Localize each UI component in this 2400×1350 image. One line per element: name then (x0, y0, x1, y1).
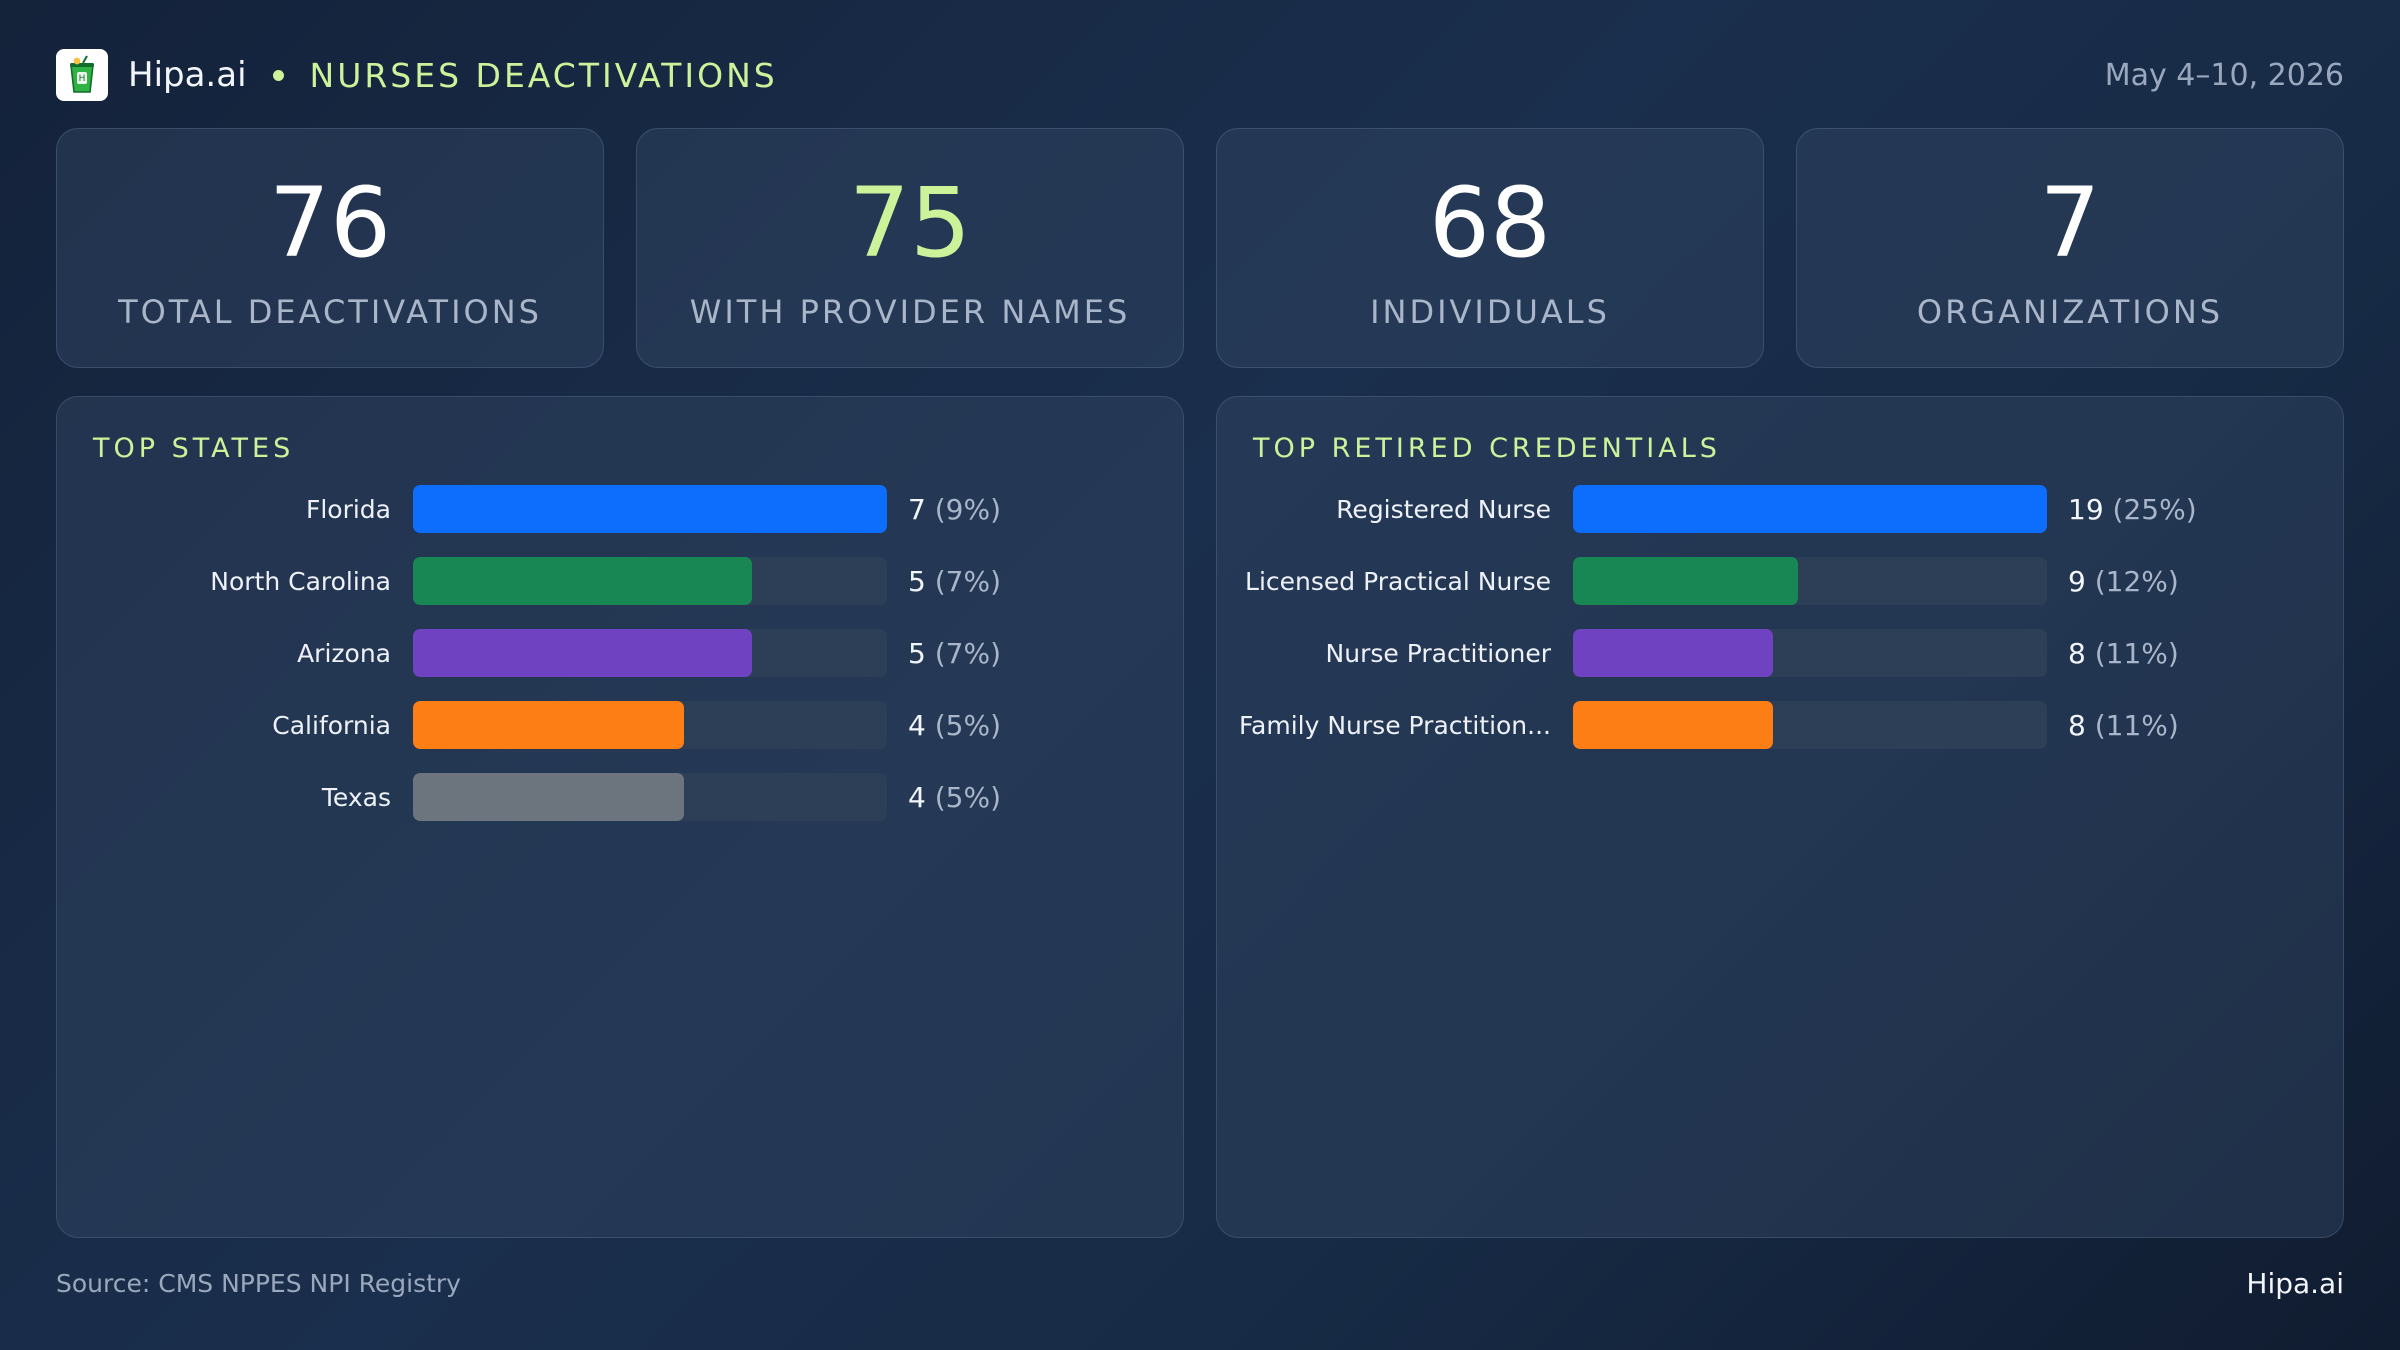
bar (1573, 701, 1773, 749)
bar-category-label: Licensed Practical Nurse (1245, 566, 1551, 596)
bar-track (413, 485, 887, 533)
drink-cup-icon: H (70, 55, 94, 93)
bar-track (413, 629, 887, 677)
stat-card-with-provider-names: 75 WITH PROVIDER NAMES (636, 128, 1184, 368)
footer-brand: Hipa.ai (2246, 1267, 2344, 1300)
bar-row: Family Nurse Practition... 8 (11%) (1217, 701, 2343, 749)
stat-value: 75 (848, 167, 972, 279)
bar-percent: (5%) (934, 708, 1002, 742)
bar-track (413, 773, 887, 821)
top-credentials-chart: Registered Nurse 19 (25%) Licensed Practic… (1217, 485, 2343, 773)
bar-category-label: Nurse Practitioner (1325, 638, 1551, 668)
app-logo: H (56, 49, 108, 101)
bar-track (413, 557, 887, 605)
bar-value: 4 (908, 708, 926, 742)
chart-panels: TOP STATES Florida 7 (9%) North Carolina 5 … (56, 396, 2344, 1238)
title-separator-dot (272, 69, 284, 81)
bar-category-label: Family Nurse Practition... (1238, 710, 1551, 740)
bar-category-label: California (272, 710, 391, 740)
stat-card-organizations: 7 ORGANIZATIONS (1796, 128, 2344, 368)
bar-value-label: 5 (7%) (908, 565, 1001, 598)
panel-title: TOP RETIRED CREDENTIALS (1253, 433, 1721, 464)
svg-text:H: H (79, 74, 86, 84)
bar (413, 485, 887, 533)
header: H Hipa.ai NURSES DEACTIVATIONS May 4–10,… (56, 48, 2344, 102)
stat-label: INDIVIDUALS (1370, 293, 1610, 331)
bar-category-label: Texas (321, 782, 391, 812)
bar-value: 5 (908, 564, 926, 598)
stat-value: 7 (2039, 167, 2101, 279)
bar-row: Florida 7 (9%) (57, 485, 1183, 533)
bar-row: Nurse Practitioner 8 (11%) (1217, 629, 2343, 677)
bar (1573, 557, 1798, 605)
bar-track (1573, 701, 2047, 749)
bar-track (1573, 557, 2047, 605)
stat-card-individuals: 68 INDIVIDUALS (1216, 128, 1764, 368)
panel-title: TOP STATES (93, 433, 295, 464)
stat-label: TOTAL DEACTIVATIONS (118, 293, 542, 331)
bar-row: Texas 4 (5%) (57, 773, 1183, 821)
bar (413, 629, 752, 677)
bar-value: 5 (908, 636, 926, 670)
bar-value-label: 8 (11%) (2068, 637, 2179, 670)
bar-row: Arizona 5 (7%) (57, 629, 1183, 677)
top-states-chart: Florida 7 (9%) North Carolina 5 (7%) Arizona… (57, 485, 1183, 845)
bar-percent: (25%) (2112, 492, 2197, 526)
bar-value: 8 (2068, 636, 2086, 670)
bar (413, 701, 684, 749)
bar-value-label: 19 (25%) (2068, 493, 2197, 526)
stat-label: ORGANIZATIONS (1916, 293, 2224, 331)
bar-track (413, 701, 887, 749)
bar-row: Registered Nurse 19 (25%) (1217, 485, 2343, 533)
bar (413, 557, 752, 605)
stat-cards: 76 TOTAL DEACTIVATIONS 75 WITH PROVIDER … (56, 128, 2344, 368)
stat-label: WITH PROVIDER NAMES (689, 293, 1131, 331)
bar-track (1573, 629, 2047, 677)
page-title: NURSES DEACTIVATIONS (309, 55, 778, 95)
bar-track (1573, 485, 2047, 533)
bar-value-label: 7 (9%) (908, 493, 1001, 526)
bar-percent: (9%) (934, 492, 1002, 526)
bar (413, 773, 684, 821)
bar (1573, 485, 2047, 533)
bar-value-label: 5 (7%) (908, 637, 1001, 670)
bar-row: Licensed Practical Nurse 9 (12%) (1217, 557, 2343, 605)
bar-row: California 4 (5%) (57, 701, 1183, 749)
bar-percent: (7%) (934, 636, 1002, 670)
top-credentials-panel: TOP RETIRED CREDENTIALS Registered Nurse… (1216, 396, 2344, 1238)
bar-category-label: Florida (305, 494, 391, 524)
bar-value: 7 (908, 492, 926, 526)
bar-value-label: 9 (12%) (2068, 565, 2179, 598)
stat-value: 76 (268, 167, 392, 279)
bar-category-label: Registered Nurse (1336, 494, 1551, 524)
bar-percent: (7%) (934, 564, 1002, 598)
bar-row: North Carolina 5 (7%) (57, 557, 1183, 605)
bar-value: 9 (2068, 564, 2086, 598)
stat-card-total-deactivations: 76 TOTAL DEACTIVATIONS (56, 128, 604, 368)
bar-percent: (11%) (2094, 636, 2179, 670)
bar-category-label: North Carolina (210, 566, 391, 596)
bar-percent: (5%) (934, 780, 1002, 814)
date-range: May 4–10, 2026 (2104, 57, 2344, 93)
bar-value-label: 4 (5%) (908, 709, 1001, 742)
bar-percent: (12%) (2094, 564, 2179, 598)
source-note: Source: CMS NPPES NPI Registry (56, 1269, 461, 1298)
bar-value-label: 4 (5%) (908, 781, 1001, 814)
bar-percent: (11%) (2094, 708, 2179, 742)
stat-value: 68 (1428, 167, 1552, 279)
brand-name: Hipa.ai (128, 55, 247, 95)
bar-value: 19 (2068, 492, 2104, 526)
bar (1573, 629, 1773, 677)
bar-category-label: Arizona (297, 638, 391, 668)
bar-value: 4 (908, 780, 926, 814)
bar-value: 8 (2068, 708, 2086, 742)
top-states-panel: TOP STATES Florida 7 (9%) North Carolina 5 … (56, 396, 1184, 1238)
bar-value-label: 8 (11%) (2068, 709, 2179, 742)
